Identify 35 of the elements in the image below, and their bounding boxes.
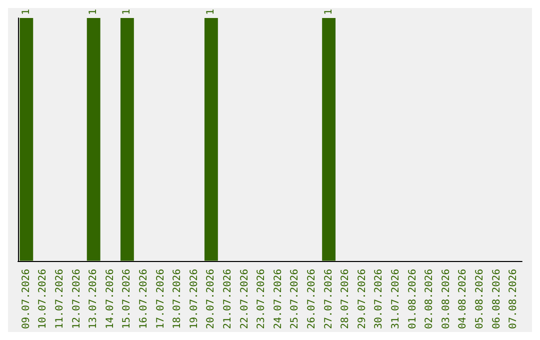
data-label: 1 <box>88 8 100 15</box>
x-tick-label: 13.07.2026 <box>88 268 100 330</box>
x-tick-label: 29.07.2026 <box>356 268 368 330</box>
x-tick-label: 17.07.2026 <box>155 268 166 330</box>
x-tick-label: 28.07.2026 <box>340 268 352 330</box>
x-tick-label: 06.08.2026 <box>491 268 502 330</box>
x-tick-label: 16.07.2026 <box>138 268 150 330</box>
x-tick-label: 25.07.2026 <box>290 268 301 330</box>
x-tick-label: 27.07.2026 <box>323 268 334 330</box>
x-tick-label: 10.07.2026 <box>38 268 49 330</box>
x-tick-label: 12.07.2026 <box>71 268 82 330</box>
data-label: 1 <box>122 8 133 15</box>
x-tick-label: 05.08.2026 <box>474 268 486 330</box>
x-tick-label: 19.07.2026 <box>188 268 200 330</box>
x-tick-label: 01.08.2026 <box>407 268 418 330</box>
x-tick-label: 23.07.2026 <box>256 268 268 330</box>
x-tick-label: 09.07.2026 <box>20 268 32 330</box>
x-tick-label: 18.07.2026 <box>172 268 184 330</box>
x-tick-label: 04.08.2026 <box>458 268 469 330</box>
x-tick-label: 22.07.2026 <box>239 268 250 330</box>
x-tick-label: 20.07.2026 <box>206 268 217 330</box>
x-tick-label: 07.08.2026 <box>508 268 520 330</box>
x-tick-label: 14.07.2026 <box>104 268 116 330</box>
data-label: 1 <box>20 8 32 15</box>
data-label: 1 <box>206 8 217 15</box>
x-tick-label: 02.08.2026 <box>424 268 436 330</box>
x-tick-label: 26.07.2026 <box>306 268 318 330</box>
x-tick-label: 21.07.2026 <box>222 268 234 330</box>
x-tick-label: 03.08.2026 <box>440 268 452 330</box>
x-tick-label: 31.07.2026 <box>390 268 402 330</box>
x-tick-label: 15.07.2026 <box>122 268 133 330</box>
data-label: 1 <box>323 8 334 15</box>
x-tick-label: 30.07.2026 <box>374 268 385 330</box>
x-tick-label: 24.07.2026 <box>272 268 284 330</box>
x-tick-label: 11.07.2026 <box>54 268 66 330</box>
